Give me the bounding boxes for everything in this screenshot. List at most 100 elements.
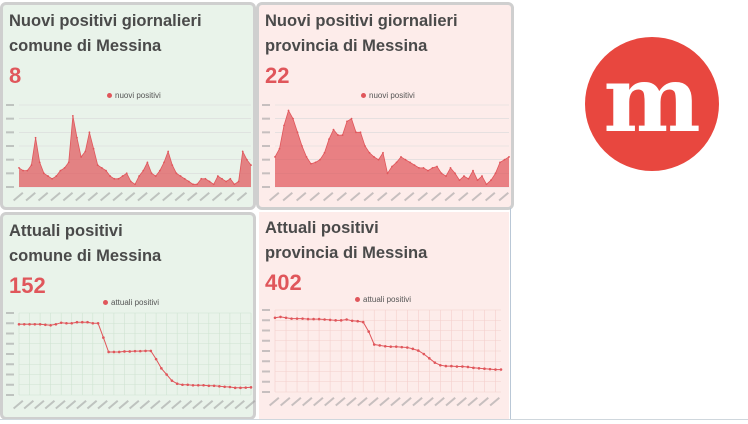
data-point[interactable] (436, 165, 438, 168)
data-point[interactable] (237, 180, 240, 183)
data-point[interactable] (133, 349, 137, 353)
data-point[interactable] (208, 180, 211, 183)
chart-plot[interactable] (3, 307, 259, 417)
data-point[interactable] (63, 166, 66, 169)
data-point[interactable] (144, 349, 147, 353)
data-point[interactable] (461, 365, 464, 368)
data-point[interactable] (292, 117, 294, 120)
data-point[interactable] (216, 175, 219, 177)
data-point[interactable] (458, 179, 461, 182)
data-point[interactable] (337, 134, 339, 136)
brand-logo-icon[interactable]: m (584, 36, 720, 172)
data-point[interactable] (123, 350, 126, 353)
data-point[interactable] (341, 134, 344, 136)
data-point[interactable] (328, 138, 330, 141)
data-point[interactable] (494, 172, 497, 175)
data-point[interactable] (361, 320, 365, 324)
data-point[interactable] (440, 172, 443, 175)
data-point[interactable] (138, 349, 142, 353)
data-point[interactable] (245, 158, 248, 161)
data-point[interactable] (96, 321, 100, 325)
data-point[interactable] (372, 343, 376, 346)
data-point[interactable] (364, 145, 366, 147)
data-point[interactable] (481, 175, 483, 177)
data-point[interactable] (455, 365, 459, 368)
data-point[interactable] (175, 172, 178, 175)
data-point[interactable] (202, 383, 205, 387)
data-point[interactable] (450, 364, 453, 368)
data-point[interactable] (454, 172, 456, 175)
data-point[interactable] (428, 357, 431, 360)
data-point[interactable] (28, 322, 31, 326)
data-point[interactable] (373, 156, 375, 158)
data-point[interactable] (328, 318, 332, 322)
data-point[interactable] (212, 183, 215, 186)
data-point[interactable] (86, 320, 89, 324)
data-point[interactable] (228, 385, 232, 389)
data-point[interactable] (310, 162, 312, 165)
data-point[interactable] (249, 386, 253, 389)
data-point[interactable] (42, 172, 45, 175)
data-point[interactable] (70, 321, 74, 325)
data-point[interactable] (55, 175, 58, 177)
data-point[interactable] (411, 347, 415, 351)
data-point[interactable] (75, 320, 79, 324)
data-point[interactable] (134, 183, 136, 186)
data-point[interactable] (125, 172, 128, 175)
data-point[interactable] (444, 364, 448, 368)
data-point[interactable] (466, 365, 470, 369)
data-point[interactable] (129, 180, 132, 183)
data-point[interactable] (96, 164, 99, 167)
data-point[interactable] (30, 164, 33, 167)
data-point[interactable] (317, 317, 321, 321)
data-point[interactable] (65, 321, 68, 325)
data-point[interactable] (339, 319, 343, 322)
data-point[interactable] (163, 161, 165, 164)
data-point[interactable] (508, 156, 510, 158)
data-point[interactable] (503, 158, 506, 161)
data-point[interactable] (334, 319, 337, 322)
data-point[interactable] (192, 183, 194, 186)
data-point[interactable] (312, 317, 315, 321)
data-point[interactable] (346, 120, 348, 123)
data-point[interactable] (395, 161, 398, 164)
data-point[interactable] (295, 317, 299, 320)
data-point[interactable] (499, 161, 501, 164)
data-point[interactable] (54, 322, 58, 326)
data-point[interactable] (490, 179, 492, 182)
data-point[interactable] (239, 386, 242, 390)
data-point[interactable] (377, 158, 380, 161)
data-point[interactable] (413, 164, 416, 167)
data-point[interactable] (241, 150, 244, 153)
data-point[interactable] (80, 320, 84, 324)
data-point[interactable] (102, 336, 105, 339)
data-point[interactable] (109, 175, 112, 177)
data-point[interactable] (47, 175, 49, 177)
data-point[interactable] (179, 175, 182, 177)
data-point[interactable] (306, 317, 310, 321)
data-point[interactable] (171, 164, 174, 167)
data-point[interactable] (386, 172, 389, 175)
data-point[interactable] (229, 177, 232, 180)
data-point[interactable] (244, 386, 248, 389)
data-point[interactable] (296, 131, 299, 134)
data-point[interactable] (323, 151, 326, 154)
data-point[interactable] (204, 177, 207, 180)
data-point[interactable] (187, 180, 190, 183)
data-point[interactable] (113, 177, 116, 180)
data-point[interactable] (368, 151, 371, 154)
data-point[interactable] (433, 361, 437, 364)
chart-card-new-positives-city[interactable]: Nuovi positivi giornalieri comune di Mes… (0, 2, 256, 210)
data-point[interactable] (223, 385, 226, 389)
data-point[interactable] (59, 169, 62, 172)
data-point[interactable] (34, 136, 37, 139)
chart-plot[interactable] (259, 99, 517, 209)
data-point[interactable] (323, 318, 326, 321)
data-point[interactable] (233, 183, 236, 186)
data-point[interactable] (485, 183, 488, 186)
data-point[interactable] (117, 177, 120, 180)
data-point[interactable] (100, 166, 103, 169)
data-point[interactable] (409, 161, 411, 164)
data-point[interactable] (44, 323, 47, 327)
data-point[interactable] (218, 384, 221, 388)
